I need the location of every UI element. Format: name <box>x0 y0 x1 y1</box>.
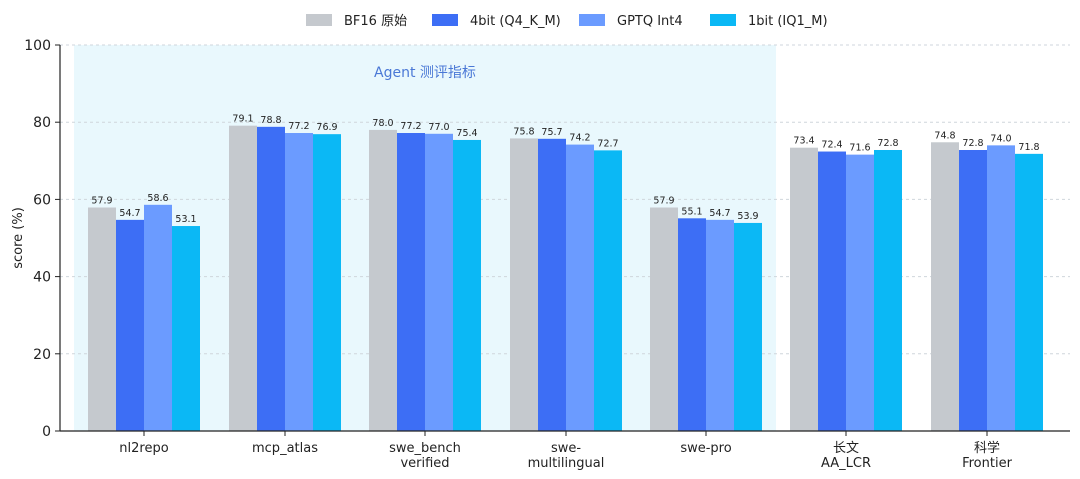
bar-value-label: 71.6 <box>849 143 870 154</box>
bar <box>874 149 902 431</box>
agent-region-label: Agent 测评指标 <box>374 65 476 81</box>
bar-value-label: 78.8 <box>260 115 281 126</box>
bar <box>959 149 987 431</box>
bar-value-label: 72.7 <box>597 138 618 149</box>
x-tick-label: swe-pro <box>680 441 731 456</box>
bar <box>594 150 622 432</box>
bar-value-label: 54.7 <box>119 208 140 219</box>
x-tick-label: AA_LCR <box>821 456 871 471</box>
legend-label: BF16 原始 <box>344 14 407 29</box>
bar-value-label: 72.8 <box>877 138 898 149</box>
label-layer: 57.9 54.7 58.6 53.1 79.1 78.8 77.2 76.9 78.0 77.2… <box>91 114 1039 225</box>
y-tick-label: 100 <box>24 38 51 54</box>
x-tick-label: mcp_atlas <box>252 441 318 456</box>
bar-value-label: 78.0 <box>372 118 393 129</box>
bar-value-label: 58.6 <box>147 193 168 204</box>
bar <box>678 218 706 431</box>
bar-value-label: 57.9 <box>91 196 112 207</box>
bar <box>453 139 481 431</box>
bar <box>566 144 594 431</box>
y-axis-label: score (%) <box>11 207 26 269</box>
bar <box>734 222 762 431</box>
bar <box>172 226 200 431</box>
bar <box>538 138 566 431</box>
bar <box>229 125 257 431</box>
bar-value-label: 72.4 <box>821 140 842 151</box>
legend-swatch <box>579 14 605 26</box>
bar-value-label: 79.1 <box>232 114 253 125</box>
bar-value-label: 73.4 <box>793 136 814 147</box>
bar <box>116 219 144 431</box>
bar <box>144 204 172 431</box>
y-tick-label: 40 <box>33 270 51 286</box>
bar <box>510 138 538 432</box>
x-tick-label: Frontier <box>962 456 1012 471</box>
x-tick-label: 长文 <box>833 441 859 456</box>
x-tick-label: 科学 <box>974 440 1000 456</box>
y-tick-label: 80 <box>33 115 51 131</box>
x-tick-label: swe- <box>551 441 581 456</box>
bar-value-label: 72.8 <box>962 138 983 149</box>
legend-label: 4bit (Q4_K_M) <box>470 14 561 29</box>
bar-value-label: 77.2 <box>400 121 421 132</box>
bar <box>257 126 285 431</box>
bar-value-label: 54.7 <box>709 208 730 219</box>
bar <box>285 133 313 431</box>
bar <box>313 134 341 431</box>
y-tick-label: 20 <box>33 347 51 363</box>
bar-value-label: 55.1 <box>681 206 702 217</box>
bar-value-label: 74.2 <box>569 133 590 144</box>
bar-value-label: 74.8 <box>934 130 955 141</box>
bar <box>706 219 734 431</box>
bar-layer <box>88 125 1043 432</box>
bar <box>425 133 453 431</box>
x-tick-label: multilingual <box>528 456 605 471</box>
bar <box>846 154 874 431</box>
bar-value-label: 75.7 <box>541 127 562 138</box>
legend-swatch <box>710 14 736 26</box>
bar <box>790 147 818 431</box>
bar <box>987 145 1015 432</box>
y-tick-label: 0 <box>42 424 51 440</box>
bar-value-label: 75.4 <box>456 128 477 139</box>
bar-value-label: 53.9 <box>737 211 758 222</box>
legend: BF16 原始 4bit (Q4_K_M) GPTQ Int4 1bit (IQ1_M… <box>306 14 828 29</box>
x-tick-label: swe_bench <box>389 441 461 456</box>
bar-value-label: 57.9 <box>653 196 674 207</box>
bar <box>88 207 116 431</box>
bar-value-label: 71.8 <box>1018 142 1039 153</box>
legend-label: GPTQ Int4 <box>617 14 683 29</box>
bar <box>397 133 425 431</box>
bar <box>650 207 678 431</box>
bar <box>931 142 959 431</box>
bar-value-label: 77.0 <box>428 122 449 133</box>
y-tick-label: 60 <box>33 192 51 208</box>
legend-swatch <box>432 14 458 26</box>
legend-label: 1bit (IQ1_M) <box>748 14 828 29</box>
axis-layer: 0 20 40 60 80 100 nl2repo mcp_atlas swe_benchver… <box>24 38 1070 471</box>
bar-value-label: 75.8 <box>513 126 534 137</box>
bar-value-label: 53.1 <box>175 214 196 225</box>
bar <box>818 151 846 431</box>
bar-value-label: 74.0 <box>990 133 1011 144</box>
x-tick-label: verified <box>400 456 449 471</box>
legend-swatch <box>306 14 332 26</box>
x-tick-label: nl2repo <box>119 441 168 456</box>
bar <box>369 129 397 432</box>
bar-value-label: 77.2 <box>288 121 309 132</box>
bar <box>1015 153 1043 432</box>
bar-value-label: 76.9 <box>316 122 337 133</box>
